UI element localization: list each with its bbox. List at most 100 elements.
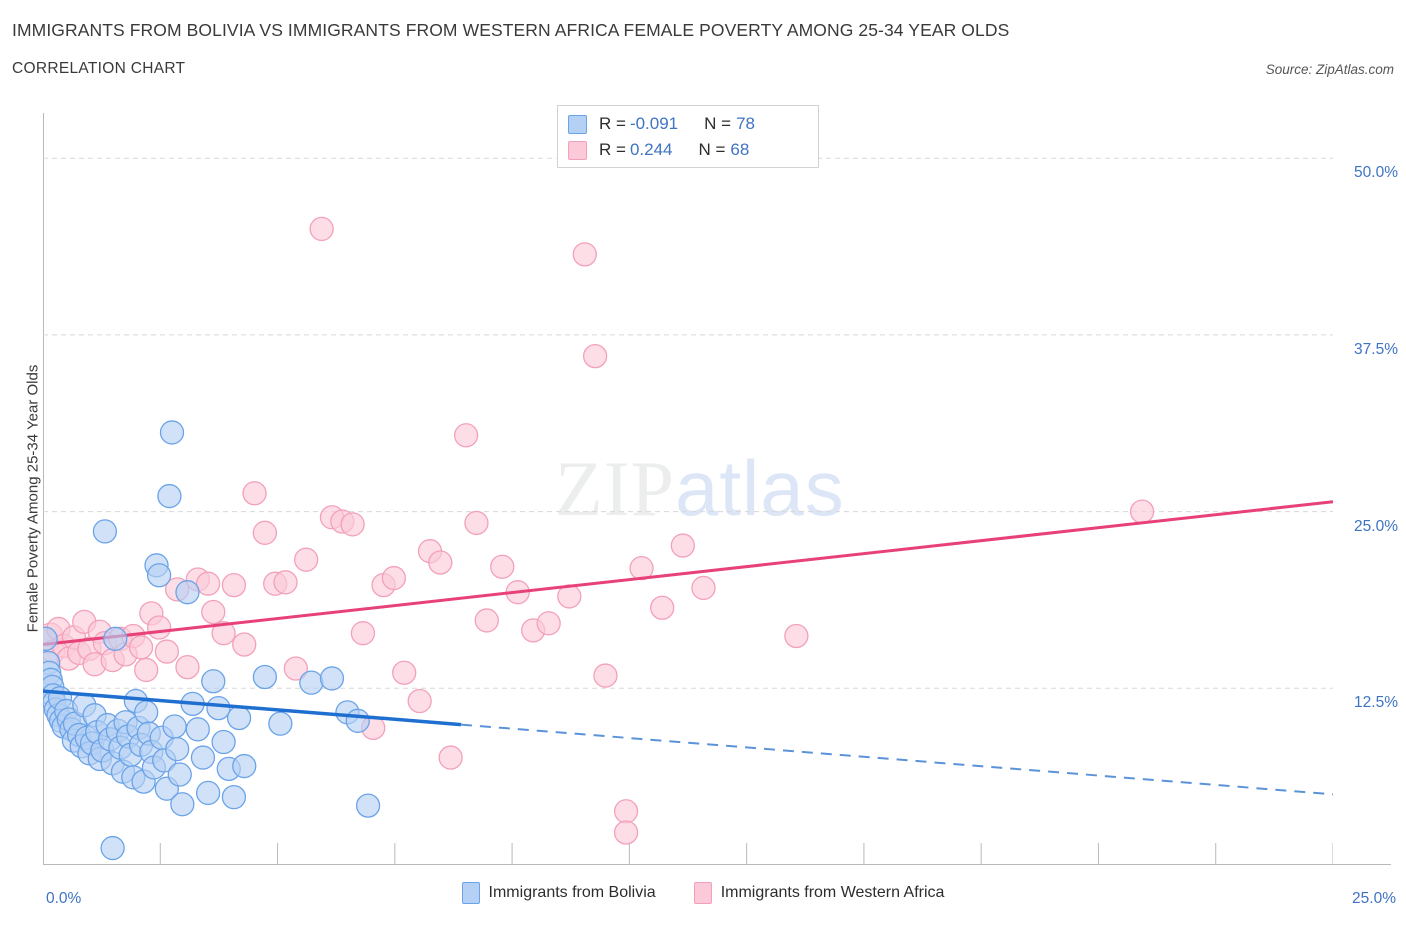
- data-point[interactable]: [572, 242, 597, 267]
- swatch-blue-icon: [568, 114, 587, 134]
- data-point[interactable]: [146, 615, 172, 640]
- data-point[interactable]: [154, 639, 179, 664]
- data-point[interactable]: [232, 753, 257, 779]
- y-tick-label: 37.5%: [1354, 340, 1398, 358]
- series-legend: Immigrants from Bolivia Immigrants from …: [0, 882, 1406, 904]
- n-label-bolivia: N =: [704, 114, 732, 133]
- data-point[interactable]: [613, 799, 639, 824]
- y-tick-label: 12.5%: [1354, 694, 1398, 712]
- trendline-bolivia-dashed: [460, 723, 1333, 796]
- data-point[interactable]: [355, 793, 381, 818]
- legend-swatch-bolivia-icon: [461, 882, 480, 904]
- data-point[interactable]: [170, 792, 195, 817]
- data-point[interactable]: [103, 626, 128, 651]
- trendline-western-africa: [43, 500, 1333, 646]
- data-point[interactable]: [319, 666, 345, 691]
- x-axis-line: [43, 864, 1391, 865]
- data-point[interactable]: [221, 785, 247, 810]
- data-point[interactable]: [345, 708, 370, 733]
- y-axis-line: [43, 113, 44, 865]
- data-point[interactable]: [474, 608, 499, 633]
- data-point[interactable]: [175, 580, 200, 605]
- data-point[interactable]: [242, 481, 267, 506]
- page-title: IMMIGRANTS FROM BOLIVIA VS IMMIGRANTS FR…: [12, 20, 1010, 40]
- data-point[interactable]: [593, 663, 618, 688]
- data-point[interactable]: [268, 711, 293, 736]
- data-point[interactable]: [221, 572, 247, 598]
- data-point[interactable]: [582, 343, 608, 369]
- data-point[interactable]: [428, 550, 453, 575]
- plot-area: [43, 113, 1333, 865]
- data-point[interactable]: [613, 820, 639, 845]
- data-point[interactable]: [146, 563, 172, 588]
- legend-item-bolivia[interactable]: Immigrants from Bolivia: [461, 882, 656, 904]
- data-point[interactable]: [195, 780, 221, 806]
- data-point[interactable]: [340, 512, 365, 537]
- data-point[interactable]: [201, 599, 226, 625]
- data-point[interactable]: [536, 611, 561, 636]
- data-point[interactable]: [392, 660, 417, 685]
- n-value-western-africa: 68: [730, 140, 750, 159]
- swatch-pink-icon: [568, 140, 587, 160]
- data-point[interactable]: [273, 570, 298, 595]
- data-point[interactable]: [211, 621, 236, 646]
- data-point[interactable]: [283, 656, 308, 681]
- data-point[interactable]: [134, 700, 159, 725]
- scatter-plot-svg: [43, 157, 1333, 865]
- legend-item-western-africa[interactable]: Immigrants from Western Africa: [693, 882, 945, 904]
- data-point[interactable]: [185, 717, 210, 742]
- legend-label-bolivia: Immigrants from Bolivia: [488, 884, 656, 901]
- data-point[interactable]: [252, 664, 278, 690]
- data-point[interactable]: [309, 216, 334, 242]
- data-point[interactable]: [438, 745, 463, 770]
- r-label-bolivia: R =: [599, 114, 626, 133]
- stats-row-western-africa: R = 0.244 N = 68: [568, 137, 808, 163]
- data-point[interactable]: [195, 571, 221, 596]
- data-point[interactable]: [294, 547, 319, 572]
- data-point[interactable]: [381, 565, 407, 591]
- stats-row-bolivia: R = -0.091 N = 78: [568, 111, 808, 137]
- data-point[interactable]: [407, 688, 432, 714]
- data-point[interactable]: [453, 423, 479, 448]
- data-point[interactable]: [232, 632, 257, 657]
- source-attribution: Source: ZipAtlas.com: [1265, 62, 1394, 77]
- data-point[interactable]: [92, 519, 118, 544]
- data-point[interactable]: [175, 654, 200, 680]
- data-point[interactable]: [190, 745, 216, 770]
- x-tick-max: 25.0%: [1352, 890, 1396, 907]
- data-point[interactable]: [165, 736, 190, 762]
- r-label-western-africa: R =: [599, 140, 626, 159]
- data-point[interactable]: [157, 483, 182, 509]
- data-point[interactable]: [159, 420, 185, 445]
- data-point[interactable]: [128, 635, 154, 660]
- data-point[interactable]: [350, 621, 376, 646]
- data-point[interactable]: [650, 595, 675, 620]
- data-point[interactable]: [464, 510, 489, 536]
- legend-swatch-western-africa-icon: [693, 882, 712, 904]
- r-value-western-africa: 0.244: [629, 140, 673, 159]
- data-point[interactable]: [100, 835, 125, 861]
- data-point[interactable]: [252, 520, 278, 545]
- y-tick-label: 50.0%: [1354, 164, 1398, 182]
- trendline-bolivia-solid: [43, 689, 462, 727]
- data-point[interactable]: [226, 705, 252, 731]
- points-bolivia: [43, 420, 381, 861]
- data-point[interactable]: [206, 695, 231, 721]
- data-point[interactable]: [167, 762, 192, 787]
- data-point[interactable]: [299, 670, 324, 695]
- data-point[interactable]: [134, 657, 159, 683]
- data-point[interactable]: [670, 533, 695, 558]
- y-axis-title: Female Poverty Among 25-34 Year Olds: [24, 364, 42, 633]
- data-point[interactable]: [162, 714, 187, 739]
- x-tick-min: 0.0%: [46, 890, 82, 907]
- data-point[interactable]: [490, 554, 515, 579]
- data-point[interactable]: [1129, 499, 1155, 524]
- data-point[interactable]: [691, 575, 716, 601]
- data-point[interactable]: [43, 626, 58, 651]
- data-point[interactable]: [211, 729, 236, 755]
- r-value-bolivia: -0.091: [629, 114, 679, 133]
- data-point[interactable]: [784, 623, 809, 649]
- data-point[interactable]: [201, 669, 226, 694]
- legend-label-western-africa: Immigrants from Western Africa: [720, 884, 945, 901]
